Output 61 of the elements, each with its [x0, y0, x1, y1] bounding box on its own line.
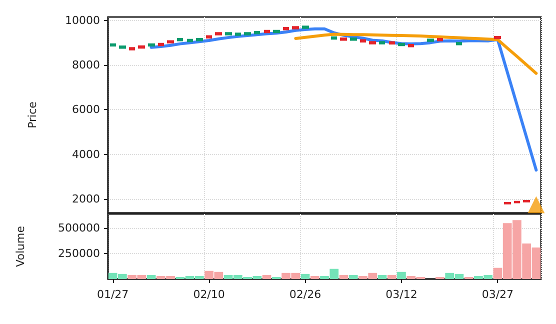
- candlestick: [264, 29, 270, 34]
- y-axis-title: Price: [26, 101, 39, 128]
- candlestick: [244, 32, 251, 36]
- candlestick: [456, 42, 462, 46]
- y-tick-label: 8000: [72, 58, 100, 72]
- x-tick-label: 03/27: [482, 288, 514, 301]
- candlestick: [273, 29, 280, 34]
- candlestick: [379, 40, 385, 45]
- candlestick: [225, 32, 232, 36]
- candlestick: [292, 26, 299, 30]
- bar: [310, 276, 320, 279]
- candlestick: [302, 25, 309, 30]
- candlestick: [119, 45, 126, 50]
- candlestick: [427, 38, 434, 42]
- bar: [387, 274, 396, 279]
- candlestick: [110, 42, 116, 47]
- x-tick-label: 03/12: [386, 288, 418, 301]
- candlestick: [148, 42, 155, 47]
- y-axis-title: Volume: [14, 226, 27, 267]
- candlestick: [196, 38, 203, 42]
- candlestick: [177, 38, 183, 42]
- candlestick: [350, 37, 357, 42]
- candlestick: [504, 202, 511, 205]
- candlestick: [158, 42, 164, 47]
- candlestick: [340, 37, 347, 42]
- candlestick: [254, 30, 260, 35]
- bar: [262, 274, 272, 279]
- bar: [378, 274, 387, 279]
- bar: [397, 272, 406, 279]
- bar: [339, 274, 348, 279]
- candlestick: [187, 38, 193, 43]
- y-tick-label: 4000: [72, 148, 100, 161]
- bar: [300, 274, 310, 279]
- candlestick: [235, 32, 241, 36]
- candlestick: [437, 38, 443, 42]
- y-tick-label: 250000: [58, 247, 100, 260]
- bar: [146, 274, 156, 279]
- candlestick: [369, 40, 376, 45]
- candlestick: [360, 38, 366, 43]
- candlestick: [408, 44, 414, 48]
- bar: [348, 274, 358, 279]
- candlestick: [206, 34, 212, 39]
- candlestick: [283, 26, 289, 31]
- x-tick-label: 01/27: [96, 288, 129, 301]
- x-tick-label: 02/10: [193, 288, 225, 301]
- line-series: [294, 32, 538, 75]
- candlestick: [215, 32, 222, 36]
- y-tick-label: 6000: [72, 103, 100, 116]
- y-tick-label: 500000: [58, 222, 100, 235]
- candlestick: [138, 44, 145, 50]
- y-tick-label: 2000: [72, 192, 100, 206]
- candlestick: [129, 46, 135, 51]
- candlestick: [523, 200, 530, 203]
- x-tick-label: 02/26: [289, 288, 322, 301]
- line-series: [150, 27, 538, 172]
- candlestick: [389, 40, 395, 45]
- candlestick: [167, 40, 174, 44]
- candlestick: [494, 35, 501, 40]
- candlestick: [331, 36, 337, 40]
- y-tick-label: 10000: [65, 14, 100, 27]
- candlestick: [398, 42, 405, 47]
